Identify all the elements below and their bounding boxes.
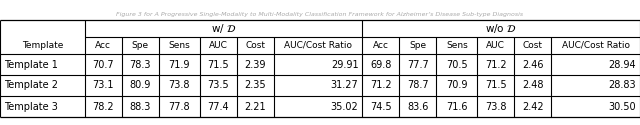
Text: Acc: Acc xyxy=(373,41,389,50)
Text: Template 3: Template 3 xyxy=(4,102,58,112)
Text: AUC/Cost Ratio: AUC/Cost Ratio xyxy=(561,41,630,50)
Text: 70.9: 70.9 xyxy=(446,80,467,90)
Text: 73.8: 73.8 xyxy=(485,102,506,112)
Text: 73.1: 73.1 xyxy=(93,80,114,90)
Text: 77.4: 77.4 xyxy=(207,102,229,112)
Text: 31.27: 31.27 xyxy=(331,80,358,90)
Text: 35.02: 35.02 xyxy=(331,102,358,112)
Text: 78.7: 78.7 xyxy=(407,80,429,90)
Text: AUC: AUC xyxy=(209,41,228,50)
Text: 73.8: 73.8 xyxy=(168,80,190,90)
Text: Sens: Sens xyxy=(446,41,468,50)
Text: Sens: Sens xyxy=(168,41,190,50)
Text: Acc: Acc xyxy=(95,41,111,50)
Text: Spe: Spe xyxy=(132,41,148,50)
Text: 83.6: 83.6 xyxy=(407,102,428,112)
Text: 2.42: 2.42 xyxy=(522,102,543,112)
Text: 69.8: 69.8 xyxy=(370,60,392,70)
Text: 77.8: 77.8 xyxy=(168,102,190,112)
Text: 2.39: 2.39 xyxy=(244,60,266,70)
Text: 77.7: 77.7 xyxy=(407,60,429,70)
Text: Template 1: Template 1 xyxy=(4,60,58,70)
Text: 78.3: 78.3 xyxy=(129,60,151,70)
Text: 71.5: 71.5 xyxy=(485,80,506,90)
Text: 2.35: 2.35 xyxy=(244,80,266,90)
Text: 78.2: 78.2 xyxy=(92,102,114,112)
Text: AUC: AUC xyxy=(486,41,505,50)
Text: 28.94: 28.94 xyxy=(609,60,636,70)
Text: Spe: Spe xyxy=(409,41,426,50)
Text: AUC/Cost Ratio: AUC/Cost Ratio xyxy=(284,41,352,50)
Text: w/o $\mathcal{D}$: w/o $\mathcal{D}$ xyxy=(485,22,517,35)
Text: 71.2: 71.2 xyxy=(485,60,506,70)
Text: 70.5: 70.5 xyxy=(446,60,468,70)
Text: 71.9: 71.9 xyxy=(168,60,190,70)
Text: 2.46: 2.46 xyxy=(522,60,543,70)
Text: 70.7: 70.7 xyxy=(92,60,114,70)
Text: Cost: Cost xyxy=(245,41,265,50)
Text: Template 2: Template 2 xyxy=(4,80,58,90)
Text: 88.3: 88.3 xyxy=(129,102,151,112)
Text: 71.2: 71.2 xyxy=(370,80,392,90)
Text: 2.21: 2.21 xyxy=(244,102,266,112)
Text: 80.9: 80.9 xyxy=(129,80,151,90)
Text: Template: Template xyxy=(22,41,63,50)
Text: 30.50: 30.50 xyxy=(609,102,636,112)
Text: Cost: Cost xyxy=(523,41,543,50)
Text: 2.48: 2.48 xyxy=(522,80,543,90)
Text: 74.5: 74.5 xyxy=(370,102,392,112)
Text: 28.83: 28.83 xyxy=(609,80,636,90)
Text: w/ $\mathcal{D}$: w/ $\mathcal{D}$ xyxy=(211,22,236,35)
Text: 73.5: 73.5 xyxy=(207,80,229,90)
Text: 71.5: 71.5 xyxy=(207,60,229,70)
Text: 29.91: 29.91 xyxy=(331,60,358,70)
Text: 71.6: 71.6 xyxy=(446,102,467,112)
Text: Figure 3 for A Progressive Single-Modality to Multi-Modality Classification Fram: Figure 3 for A Progressive Single-Modali… xyxy=(116,12,524,17)
